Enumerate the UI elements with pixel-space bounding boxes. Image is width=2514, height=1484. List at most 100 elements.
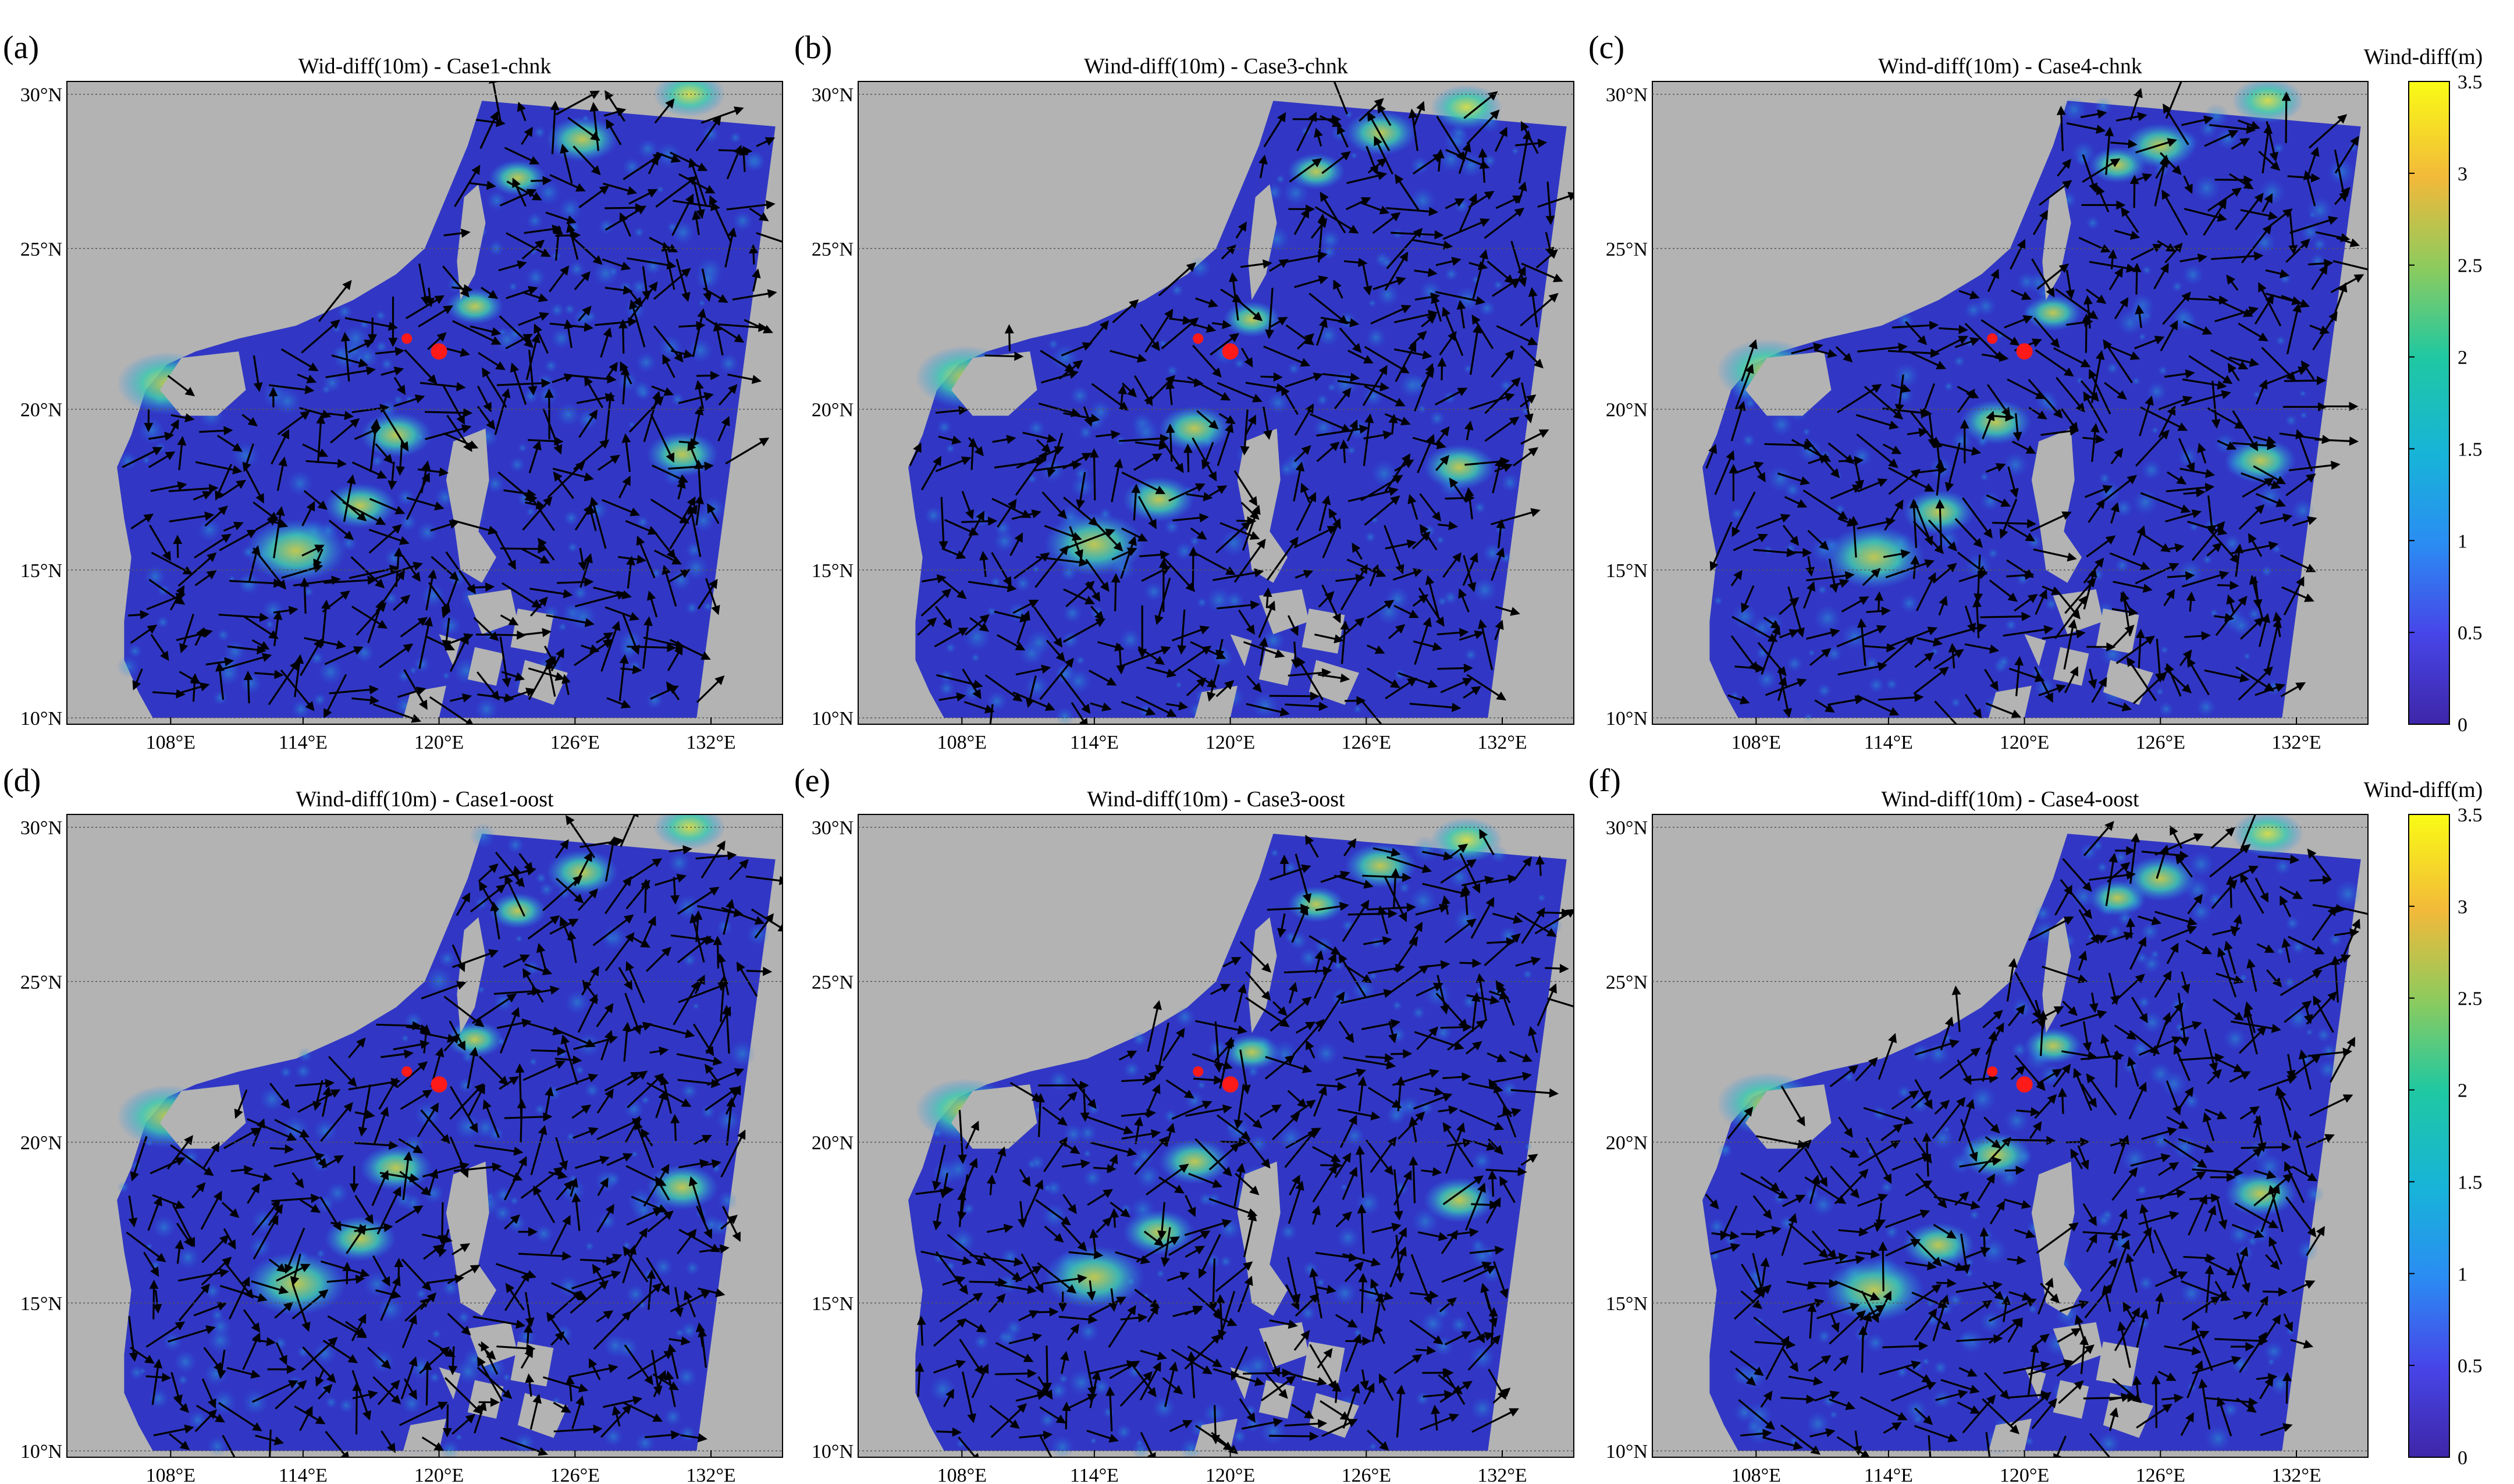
lon-tick-label: 126°E xyxy=(1342,732,1391,753)
map-panel: 30°N 25°N 20°N 15°N 10°N 108°E 114°E 120°E 126°E… xyxy=(794,763,1574,1484)
wind-arrow xyxy=(1135,440,1169,450)
wind-arrow xyxy=(1442,307,1464,356)
wind-arrow xyxy=(538,538,555,561)
wind-arrow xyxy=(670,349,694,359)
wind-arrow xyxy=(302,443,329,457)
lat-tick-label: 25°N xyxy=(20,239,62,260)
wind-arrow xyxy=(568,234,603,265)
wind-arrow xyxy=(718,146,753,156)
wind-arrow xyxy=(406,472,430,520)
colorbar: Wind-diff(m) 3.5 3 2.5 2 1.5 1 0.5 0 xyxy=(2364,45,2483,736)
wind-arrow xyxy=(248,545,261,582)
wind-arrow xyxy=(219,653,272,671)
lon-tick-label: 132°E xyxy=(686,1465,735,1484)
wind-arrow xyxy=(323,674,347,719)
wind-arrow xyxy=(756,137,776,147)
wind-arrow xyxy=(703,287,728,303)
wind-arrow xyxy=(498,260,527,272)
wind-arrow xyxy=(470,325,502,336)
wind-arrow xyxy=(522,496,553,531)
map-panel: 30°N 25°N 20°N 15°N 10°N 108°E 114°E 120°E 126°E… xyxy=(794,30,1574,753)
wind-arrow xyxy=(1058,360,1083,380)
wind-arrow xyxy=(550,101,560,154)
wind-arrow xyxy=(1263,406,1272,440)
wind-arrow xyxy=(725,437,770,465)
wind-arrow xyxy=(1192,437,1217,482)
wind-arrow xyxy=(193,491,213,501)
wind-arrow xyxy=(651,385,674,396)
wind-arrow xyxy=(627,643,677,653)
wind-arrow xyxy=(467,582,495,592)
high-diff-region xyxy=(446,288,504,325)
wind-arrow xyxy=(1367,158,1387,174)
high-diff-region xyxy=(646,1165,719,1210)
wind-arrow xyxy=(351,695,380,705)
wind-arrow xyxy=(1346,171,1388,184)
wind-arrow xyxy=(718,384,738,406)
wind-arrow xyxy=(1322,372,1360,382)
lon-tick-label: 126°E xyxy=(1342,1465,1391,1484)
wind-arrow xyxy=(578,305,592,322)
wind-arrow xyxy=(713,935,723,969)
wind-arrow xyxy=(1314,127,1323,147)
wind-arrow xyxy=(1228,272,1239,321)
lat-tick-label: 15°N xyxy=(1606,1293,1648,1315)
wind-arrow xyxy=(718,322,768,332)
lat-tick-label: 20°N xyxy=(1606,1133,1648,1154)
wind-arrow xyxy=(628,396,664,433)
colorbar-tick-label: 3 xyxy=(2458,896,2467,918)
wind-arrow xyxy=(1484,377,1521,414)
wind-arrow xyxy=(253,355,263,393)
wind-arrow xyxy=(1979,1227,1989,1257)
wind-arrow xyxy=(1414,362,1434,412)
wind-arrow xyxy=(696,675,725,703)
wind-arrow xyxy=(477,386,492,412)
wind-arrow xyxy=(521,239,545,260)
wind-arrow xyxy=(431,556,460,581)
wind-arrow xyxy=(215,464,233,501)
station-marker xyxy=(401,333,413,344)
map-panel: 30°N 25°N 20°N 15°N 10°N 108°E 114°E 120°E 126°E… xyxy=(3,30,783,753)
wind-arrow xyxy=(1336,124,1349,148)
wind-arrow xyxy=(1468,261,1488,271)
wind-arrow xyxy=(351,606,388,629)
wind-arrow xyxy=(442,384,465,425)
wind-arrow xyxy=(167,375,195,397)
wind-arrow xyxy=(1192,344,1222,378)
wind-arrow xyxy=(269,1144,294,1154)
wind-arrow xyxy=(393,595,411,611)
wind-arrow xyxy=(654,98,675,124)
wind-arrow xyxy=(626,556,635,589)
wind-arrow xyxy=(561,674,571,695)
wind-arrow xyxy=(749,244,759,265)
wind-arrow xyxy=(916,1315,926,1346)
wind-arrow xyxy=(504,147,540,165)
wind-arrow xyxy=(547,461,585,499)
wind-arrow xyxy=(328,411,354,421)
wind-arrow xyxy=(545,211,577,225)
wind-arrow xyxy=(695,115,721,152)
wind-arrow xyxy=(446,415,472,453)
taiwan-island xyxy=(457,184,486,300)
wind-arrow xyxy=(563,319,573,348)
wind-arrow xyxy=(321,599,330,647)
wind-arrow xyxy=(936,1427,962,1437)
wind-arrow xyxy=(301,501,315,526)
wind-arrow xyxy=(380,406,409,452)
wind-arrow xyxy=(1521,262,1563,282)
wind-arrow xyxy=(650,414,675,463)
wind-arrow xyxy=(1111,573,1121,611)
wind-arrow xyxy=(477,405,496,430)
wind-arrow xyxy=(984,351,1024,361)
wind-arrow xyxy=(2126,917,2136,938)
wind-arrow xyxy=(1487,260,1514,284)
wind-arrow xyxy=(1510,241,1527,287)
wind-arrow xyxy=(1445,149,1490,169)
wind-arrow xyxy=(646,590,658,618)
wind-arrow xyxy=(271,429,290,465)
wind-arrow xyxy=(654,549,682,565)
wind-arrow xyxy=(393,394,425,407)
wind-arrow xyxy=(369,418,381,472)
lat-tick-label: 30°N xyxy=(20,84,62,106)
wind-arrow xyxy=(1285,372,1324,388)
